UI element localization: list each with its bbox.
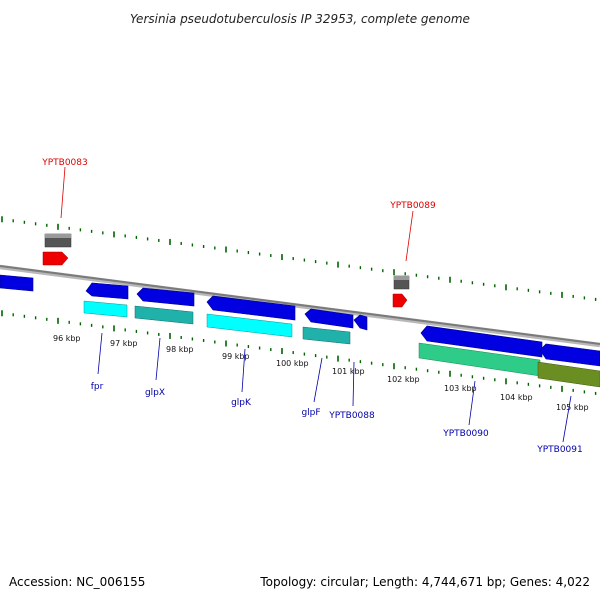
forward-features (42, 233, 410, 308)
gene-label-yptb0091[interactable]: YPTB0091 (536, 445, 583, 455)
kbp-label: 96 kbp (53, 334, 81, 343)
feature-yptb0089-red[interactable] (392, 293, 408, 308)
kbp-label: 98 kbp (166, 345, 194, 354)
reverse-cds-features (0, 274, 600, 367)
kbp-label: 105 kbp (556, 403, 589, 412)
gene-label-yptb0088[interactable]: YPTB0088 (328, 411, 375, 421)
cds-fpr[interactable] (85, 282, 129, 300)
gene-label-yptb0083[interactable]: YPTB0083 (41, 158, 88, 168)
kbp-label: 97 kbp (110, 339, 138, 348)
cds-glpX[interactable] (136, 287, 195, 307)
kbp-label: 103 kbp (444, 384, 477, 393)
map-title: Yersinia pseudotuberculosis IP 32953, co… (130, 12, 470, 26)
gene-label-glpK[interactable]: glpK (231, 398, 252, 408)
gene-label-fpr[interactable]: fpr (91, 382, 104, 392)
reverse-rna-features (83, 300, 600, 388)
feature-glpX-teal[interactable] (134, 305, 194, 325)
feature-yptb0091-olive[interactable] (537, 361, 600, 388)
top-gene-labels: YPTB0083 YPTB0089 (41, 158, 436, 262)
cds-glpF[interactable] (304, 308, 354, 329)
kbp-label: 104 kbp (500, 393, 533, 402)
upper-tick-row (1, 216, 597, 301)
gene-label-yptb0089[interactable]: YPTB0089 (389, 201, 436, 211)
kbp-label: 100 kbp (276, 359, 309, 368)
lower-tick-row (1, 310, 597, 395)
kbp-label: 99 kbp (222, 352, 250, 361)
genome-backbone (0, 264, 600, 348)
feature-fpr-cyan[interactable] (83, 300, 128, 318)
cds-left-partial[interactable] (0, 274, 34, 292)
gene-label-glpX[interactable]: glpX (145, 388, 165, 398)
kbp-label: 102 kbp (387, 375, 420, 384)
kbp-label: 101 kbp (332, 367, 365, 376)
kbp-scale: 96 kbp 97 kbp 98 kbp 99 kbp 100 kbp 101 … (53, 334, 589, 412)
gene-label-yptb0090[interactable]: YPTB0090 (442, 429, 489, 439)
feature-yptb0083-red[interactable] (42, 251, 69, 266)
accession-text: Accession: NC_006155 (9, 575, 145, 589)
cds-glpK[interactable] (206, 295, 296, 321)
cds-yptb0091[interactable] (539, 343, 600, 367)
feature-glpK-cyan[interactable] (206, 313, 293, 338)
feature-glpF-teal[interactable] (302, 326, 351, 345)
cds-yptb0088[interactable] (353, 314, 368, 331)
genome-summary-text: Topology: circular; Length: 4,744,671 bp… (259, 575, 590, 589)
gene-label-glpF[interactable]: glpF (301, 408, 320, 418)
bottom-gene-labels: fpr glpX glpK glpF YPTB0088 YPTB0090 YPT… (91, 332, 583, 455)
